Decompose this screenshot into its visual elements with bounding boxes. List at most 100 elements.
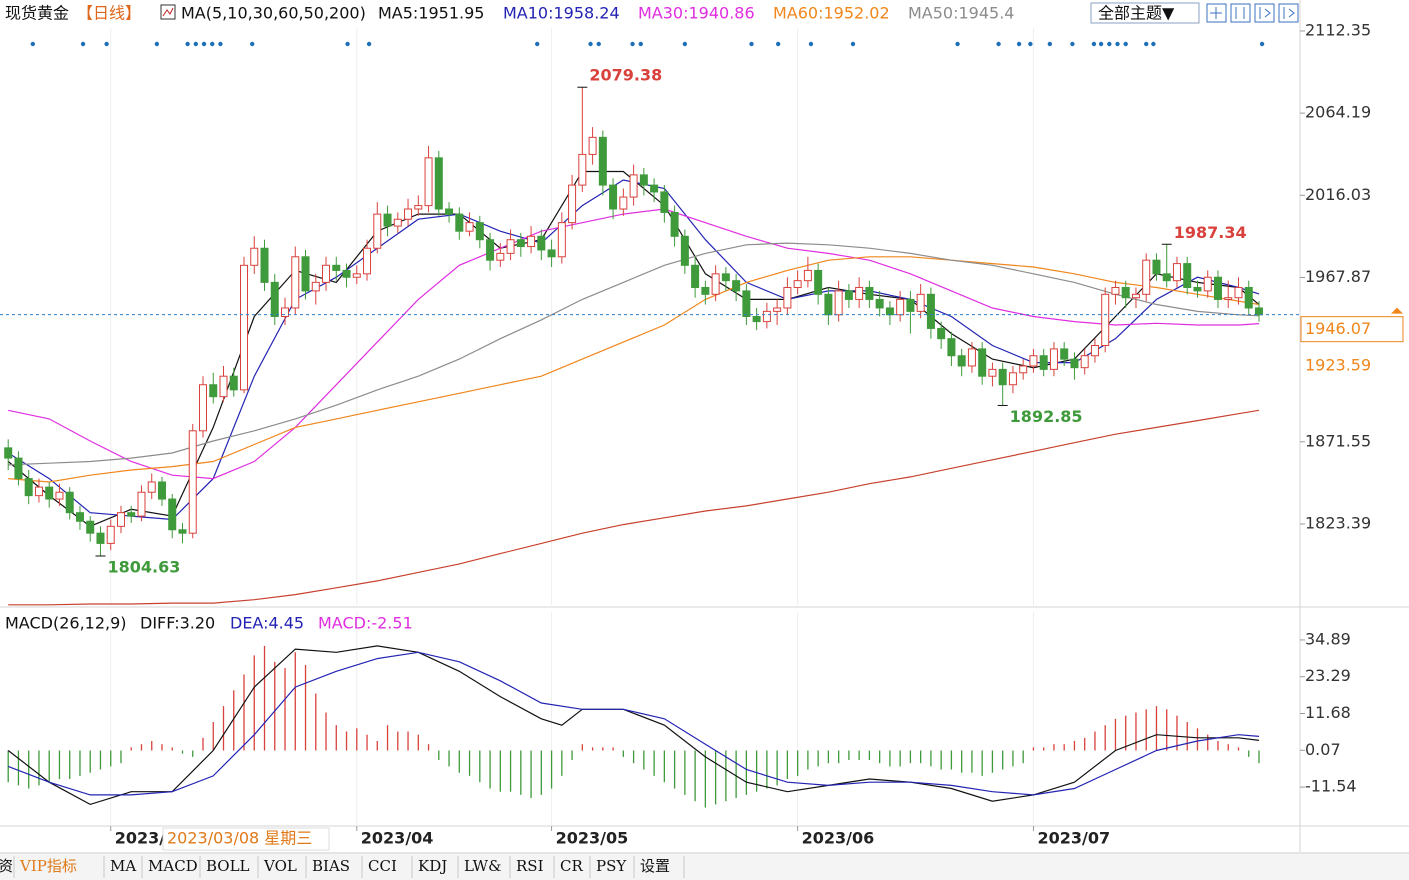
candle-body <box>250 247 259 266</box>
candle-body <box>947 338 956 357</box>
icon-button[interactable] <box>1254 3 1275 23</box>
candle-body <box>1049 348 1058 370</box>
candle-body <box>732 280 741 292</box>
candle-body <box>537 235 546 251</box>
tab[interactable]: 设置 <box>640 857 670 875</box>
tab[interactable]: MA <box>110 857 136 875</box>
signal-dot <box>1047 41 1053 47</box>
candle-body <box>147 481 156 493</box>
macd-line <box>7 651 1260 796</box>
candle-body <box>711 273 720 295</box>
candle-body <box>106 525 115 544</box>
period[interactable]: 【日线】 <box>77 4 141 23</box>
x-tick-label: 2023/05 <box>556 829 629 848</box>
candle-body <box>240 264 249 391</box>
candle-body <box>793 280 802 288</box>
legend-entry: DIFF:3.20 <box>140 614 215 633</box>
candle-body <box>270 281 279 317</box>
tab[interactable]: PSY <box>596 857 627 875</box>
candle-body <box>988 368 997 377</box>
candle-body <box>1070 358 1079 369</box>
candle-body <box>45 486 54 500</box>
candle-body <box>434 157 443 210</box>
candle-body <box>660 191 669 213</box>
tab[interactable]: 资 <box>0 857 13 875</box>
candle-body <box>937 327 946 340</box>
candle-body <box>383 213 392 227</box>
candle-body <box>301 256 310 292</box>
candle-body <box>219 375 228 398</box>
candle-body <box>844 290 853 300</box>
candle-body <box>281 307 290 317</box>
tab[interactable]: CR <box>560 857 583 875</box>
tab[interactable]: KDJ <box>418 857 447 875</box>
candle-body <box>96 532 105 544</box>
signal-dot <box>30 41 36 47</box>
signal-dot <box>1070 41 1075 47</box>
tab[interactable]: LW& <box>464 857 501 875</box>
candle-body <box>926 293 935 329</box>
candle-body <box>629 174 638 198</box>
candle-body <box>455 213 464 232</box>
high-label: 1987.34 <box>1174 223 1247 242</box>
candle-body <box>609 184 618 210</box>
candle-body <box>1172 263 1181 282</box>
candle-body <box>1008 372 1017 386</box>
icon-button[interactable] <box>1206 3 1227 23</box>
signal-dot <box>1098 41 1104 47</box>
indicator-icon[interactable] <box>160 4 176 20</box>
candle-body <box>475 222 484 241</box>
tab-bar <box>0 854 1409 880</box>
candle-body <box>393 218 402 227</box>
candle-body <box>137 491 146 517</box>
candle-body <box>691 264 700 288</box>
candle-body <box>721 273 730 282</box>
candle-body <box>824 293 833 316</box>
candle-body <box>1152 259 1161 275</box>
icon-button[interactable] <box>1230 3 1251 23</box>
candle-body <box>855 286 864 300</box>
legend-entry: MA30:1940.86 <box>638 4 755 23</box>
icon-button[interactable] <box>1278 3 1299 23</box>
candle-body <box>1244 286 1253 309</box>
theme-button-label[interactable]: 全部主题▼ <box>1098 4 1175 23</box>
candle-body <box>414 205 423 210</box>
tab[interactable]: VIP指标 <box>19 857 77 875</box>
last-price-box <box>1300 316 1404 343</box>
tab[interactable]: BIAS <box>312 857 350 875</box>
candle-body <box>1019 365 1028 374</box>
signal-dot <box>1107 41 1112 47</box>
tab[interactable]: BOLL <box>206 857 250 875</box>
theme-button[interactable] <box>1090 2 1200 24</box>
candle-body <box>906 298 915 312</box>
candle-body <box>342 269 351 278</box>
tab[interactable]: MACD <box>148 857 198 875</box>
y-tick-label: 0.07 <box>1305 740 1341 759</box>
last-price-label: 1946.07 <box>1305 319 1371 338</box>
candle-body <box>445 208 454 215</box>
candle-body <box>752 315 761 323</box>
y-tick-label: 34.89 <box>1305 629 1351 648</box>
candle-body <box>332 264 341 271</box>
candle-body <box>885 307 894 316</box>
ma-line <box>8 409 1260 606</box>
signal-dot <box>250 41 255 47</box>
tab[interactable]: CCI <box>368 857 397 875</box>
signal-dot <box>1144 41 1149 47</box>
y-tick-label: 23.29 <box>1305 666 1351 685</box>
candle-body <box>639 174 648 186</box>
candle-body <box>465 222 474 232</box>
candle-body <box>1162 273 1171 282</box>
candle-body <box>86 520 95 534</box>
indicator[interactable]: MA(5,10,30,60,50,200) <box>181 4 366 23</box>
candle-body <box>619 196 628 210</box>
candle-body <box>198 384 207 432</box>
y-tick-label: 1823.39 <box>1305 513 1371 532</box>
candle-body <box>527 235 536 248</box>
tab[interactable]: VOL <box>263 857 297 875</box>
candle-body <box>157 481 166 500</box>
x-tick-label: 2023/04 <box>361 829 434 848</box>
candle-body <box>373 213 382 249</box>
x-tick-label: 2023/07 <box>1037 829 1110 848</box>
tab[interactable]: RSI <box>516 857 544 875</box>
